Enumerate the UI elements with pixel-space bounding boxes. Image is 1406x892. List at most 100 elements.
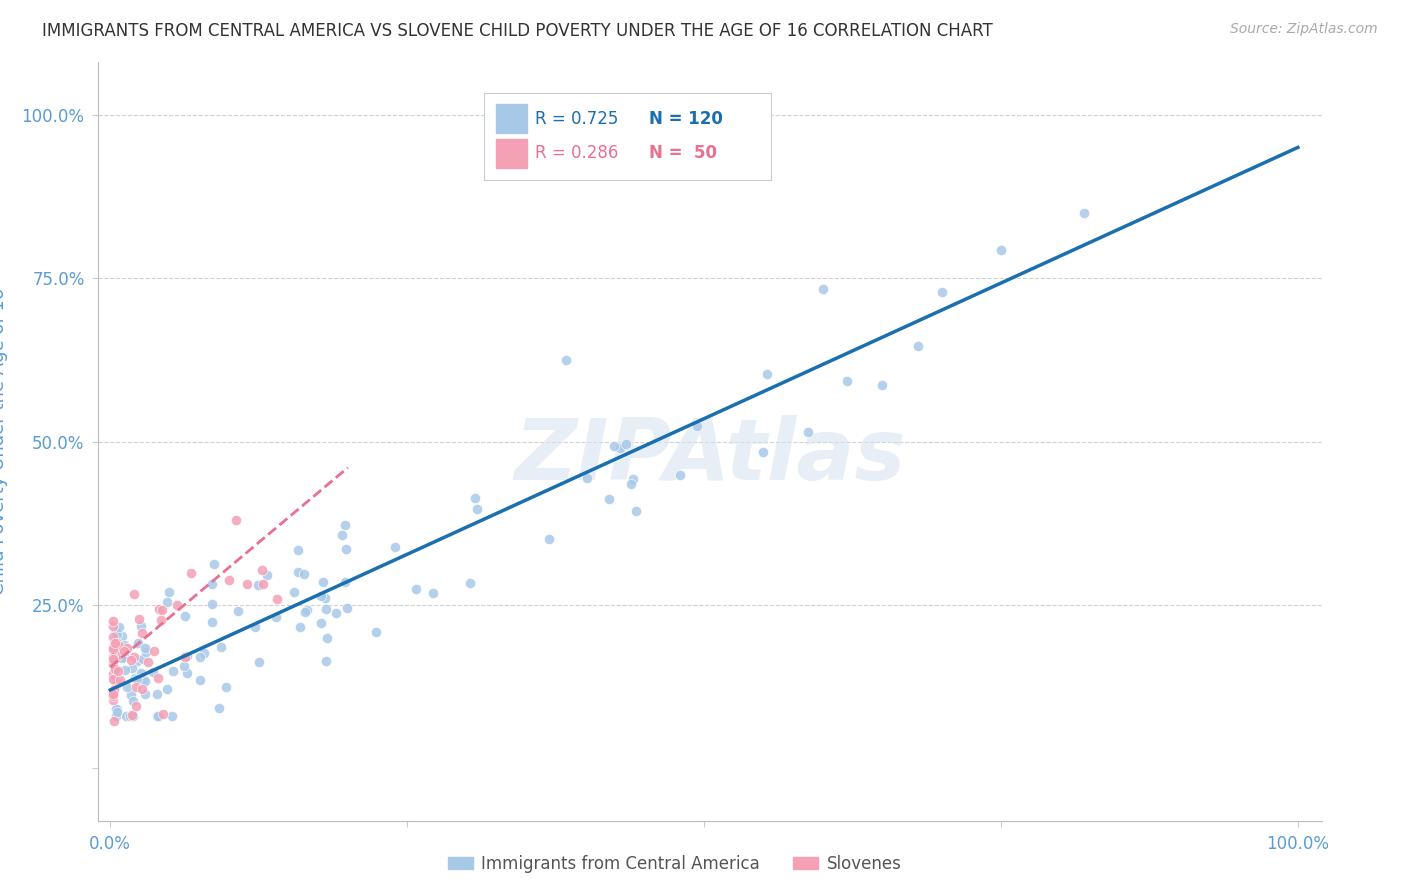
Point <box>297 603 319 617</box>
Point <box>105 677 128 691</box>
Point <box>314 591 336 605</box>
Point <box>111 629 134 643</box>
Point <box>134 687 156 701</box>
Point <box>105 675 128 690</box>
Point <box>125 681 148 695</box>
Point <box>256 567 278 582</box>
Text: N = 120: N = 120 <box>648 110 723 128</box>
Point <box>107 639 129 653</box>
Point <box>218 574 240 588</box>
Point <box>174 650 197 665</box>
Point <box>131 626 153 640</box>
Point <box>108 673 131 687</box>
Point <box>101 652 124 666</box>
Point <box>290 620 312 634</box>
Point <box>811 282 834 296</box>
Point <box>101 687 124 701</box>
Point <box>333 575 356 590</box>
Legend: Immigrants from Central America, Slovenes: Immigrants from Central America, Slovene… <box>441 848 908 880</box>
Point <box>201 597 224 611</box>
Point <box>312 574 335 589</box>
Point <box>101 618 124 632</box>
Point <box>309 615 332 630</box>
Point <box>623 472 645 486</box>
Point <box>264 610 287 624</box>
Text: Source: ZipAtlas.com: Source: ZipAtlas.com <box>1230 22 1378 37</box>
Point <box>162 664 184 678</box>
Point <box>146 709 169 723</box>
Point <box>105 662 128 676</box>
Point <box>755 367 778 381</box>
Point <box>209 640 232 654</box>
Point <box>554 353 576 368</box>
Point <box>112 638 135 652</box>
Point <box>311 589 333 603</box>
Point <box>122 650 145 665</box>
Point <box>124 671 146 685</box>
Point <box>125 698 148 713</box>
Point <box>112 644 135 658</box>
Point <box>174 609 197 624</box>
Point <box>990 244 1012 258</box>
Point <box>294 605 316 619</box>
Point <box>292 567 315 582</box>
Point <box>458 576 481 591</box>
Point <box>104 663 127 677</box>
Point <box>121 709 143 723</box>
Point <box>127 635 149 649</box>
Point <box>103 714 125 728</box>
Point <box>870 378 893 392</box>
Point <box>103 657 125 671</box>
Point <box>132 652 155 666</box>
Point <box>907 339 929 353</box>
Point <box>120 653 142 667</box>
Point <box>105 625 128 640</box>
Point <box>125 672 148 686</box>
Point <box>105 709 128 723</box>
Point <box>160 709 183 723</box>
Point <box>132 673 155 688</box>
Y-axis label: Child Poverty Under the Age of 16: Child Poverty Under the Age of 16 <box>0 288 7 595</box>
Point <box>121 694 143 708</box>
Point <box>145 687 167 701</box>
Point <box>103 683 125 698</box>
Point <box>315 602 337 616</box>
Point <box>315 631 337 645</box>
Point <box>336 600 359 615</box>
Point <box>101 650 124 665</box>
Point <box>117 641 139 656</box>
Point <box>384 540 406 554</box>
Point <box>105 702 128 716</box>
Point <box>287 542 309 557</box>
Point <box>129 619 152 633</box>
Point <box>101 614 124 628</box>
Point <box>202 558 225 572</box>
Point <box>226 604 249 618</box>
Point <box>598 491 620 506</box>
Point <box>176 665 198 680</box>
Point <box>247 655 270 669</box>
Point <box>156 595 179 609</box>
Point <box>148 602 170 616</box>
Point <box>464 491 486 505</box>
Text: IMMIGRANTS FROM CENTRAL AMERICA VS SLOVENE CHILD POVERTY UNDER THE AGE OF 16 COR: IMMIGRANTS FROM CENTRAL AMERICA VS SLOVE… <box>42 22 993 40</box>
Point <box>157 584 180 599</box>
Point <box>335 542 357 557</box>
Point <box>122 587 145 601</box>
Point <box>136 655 159 669</box>
Point <box>142 665 165 679</box>
Point <box>405 582 427 596</box>
Point <box>135 645 157 659</box>
Point <box>105 627 128 641</box>
Point <box>669 467 692 482</box>
Point <box>105 626 128 640</box>
Point <box>283 585 305 599</box>
Point <box>626 504 648 518</box>
Point <box>188 649 211 664</box>
Point <box>118 709 141 723</box>
Point <box>575 471 598 485</box>
Point <box>150 603 173 617</box>
Point <box>121 709 143 723</box>
Point <box>330 527 353 541</box>
Point <box>105 702 128 716</box>
